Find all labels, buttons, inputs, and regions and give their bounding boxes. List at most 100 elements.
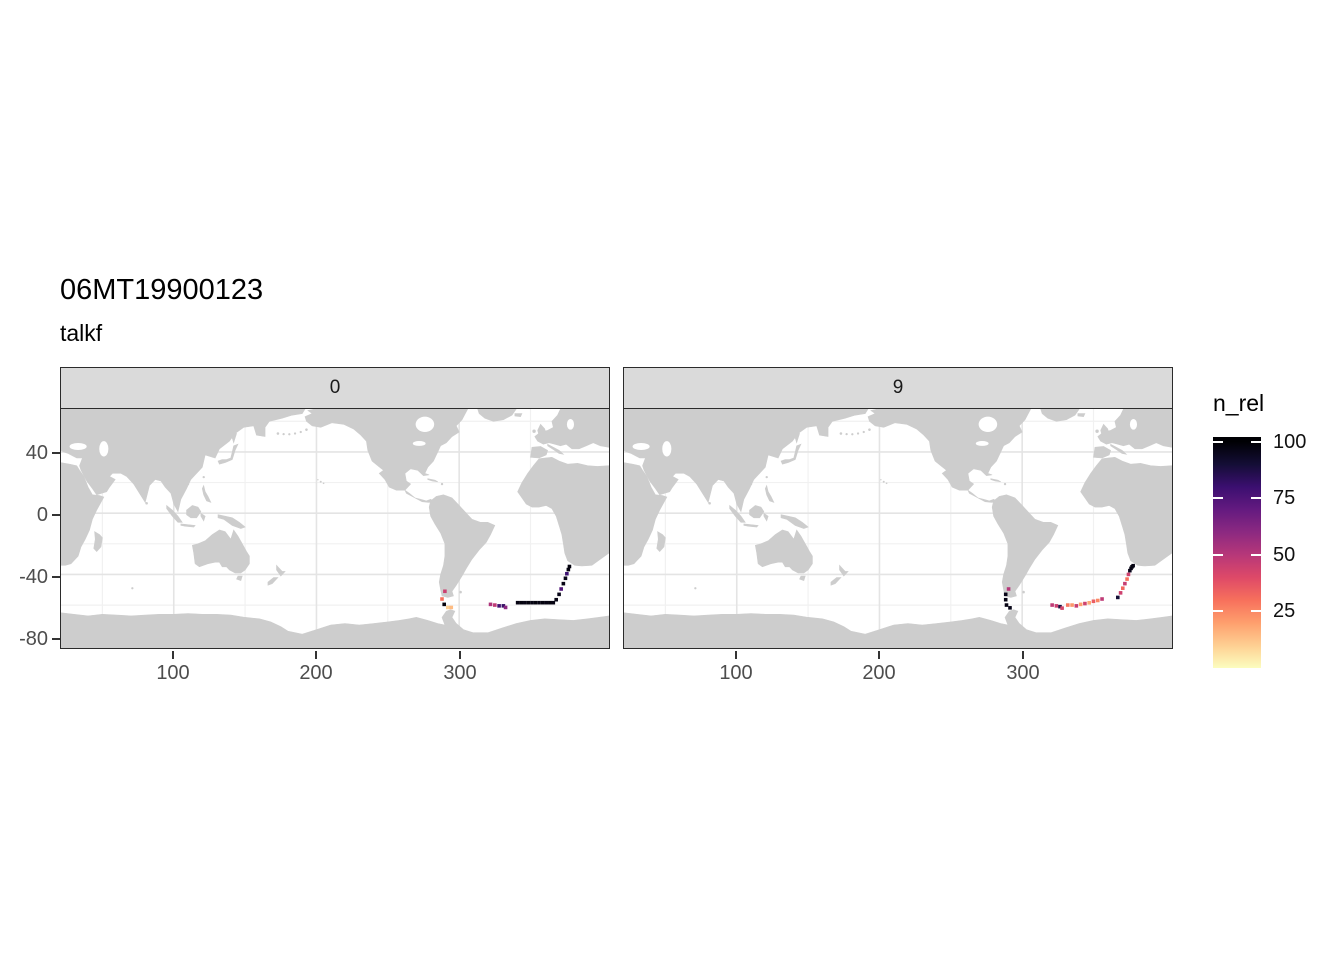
world-map-0 [61, 409, 609, 648]
landmass [1080, 456, 1172, 567]
station-point [449, 605, 454, 610]
station-point [533, 600, 538, 605]
landmass [200, 512, 206, 522]
station-point [544, 600, 549, 605]
inland-sea [978, 416, 998, 432]
landmass [624, 462, 668, 566]
island [839, 432, 843, 435]
landmass [794, 429, 800, 444]
landmass [61, 462, 105, 566]
island [145, 501, 148, 505]
legend-tick-label: 100 [1273, 431, 1307, 453]
facet-1: 9 [623, 367, 1173, 649]
landmass [764, 484, 775, 503]
landmass [1100, 423, 1110, 437]
island [288, 433, 291, 436]
facet-strip-0: 0 [60, 367, 610, 409]
station-point [1131, 563, 1135, 568]
island [131, 587, 134, 590]
legend-tick-label: 25 [1273, 600, 1296, 622]
landmass [780, 514, 809, 529]
island [276, 432, 280, 435]
landmass [231, 429, 237, 444]
station-point [1003, 592, 1008, 597]
station-point [551, 600, 556, 605]
landmass [729, 504, 746, 523]
colorbar-tick [1213, 441, 1223, 443]
station-point [503, 605, 508, 610]
landmass [754, 529, 813, 574]
island [851, 433, 854, 436]
station-point [559, 587, 563, 591]
landmass [267, 577, 279, 586]
station-point [561, 581, 566, 586]
station-point [1070, 603, 1074, 607]
inland-sea [415, 416, 435, 432]
landmass [530, 446, 548, 459]
station-point [442, 602, 446, 607]
station-point [1095, 598, 1100, 603]
inland-sea [1129, 418, 1138, 430]
station-point [1006, 587, 1011, 591]
station-point [1003, 597, 1008, 602]
facet-panel-0 [60, 408, 610, 649]
landmass [61, 609, 609, 648]
x-tick-mark [1022, 651, 1024, 659]
island [459, 590, 462, 594]
landmass [743, 523, 759, 528]
landmass [537, 423, 547, 437]
station-point [1125, 577, 1129, 581]
landmass [624, 409, 869, 513]
facet-0: 0 [60, 367, 610, 649]
island [282, 432, 285, 436]
y-tick-label: 0 [36, 504, 48, 526]
x-tick-mark [878, 651, 880, 659]
island [532, 429, 536, 433]
landmass [624, 609, 1172, 648]
landmass [830, 577, 842, 586]
station-point [1083, 601, 1087, 606]
island [186, 482, 190, 486]
y-tick-label: -80 [19, 628, 48, 650]
station-point [526, 600, 531, 605]
island [293, 432, 297, 435]
landmass [180, 523, 196, 528]
facet-panel-9 [623, 408, 1173, 649]
station-point [565, 571, 569, 576]
x-tick-mark [459, 651, 461, 659]
x-tick-mark [172, 651, 174, 659]
landmass [991, 494, 1059, 598]
colorbar-tick [1251, 554, 1261, 556]
landmass [428, 494, 496, 598]
x-tick-label: 200 [862, 662, 896, 684]
landmass [1093, 446, 1111, 459]
landmass [93, 531, 103, 552]
station-point [1091, 599, 1096, 604]
station-point [537, 600, 541, 605]
island [885, 482, 888, 485]
island [694, 587, 697, 590]
station-point [1004, 603, 1009, 607]
island [882, 480, 885, 483]
inland-sea [662, 441, 672, 457]
landmass [276, 564, 286, 577]
y-tick-mark [52, 638, 60, 640]
island [880, 479, 882, 481]
island [1022, 590, 1025, 594]
world-map-9 [624, 409, 1172, 648]
colorbar-tick [1213, 497, 1223, 499]
station-point [1118, 591, 1123, 595]
landmass [799, 575, 806, 581]
station-point [1123, 581, 1127, 586]
landmass [763, 512, 769, 522]
island [440, 482, 444, 486]
station-point [1050, 603, 1054, 607]
x-tick-label: 200 [299, 662, 333, 684]
plot-subtitle: talkf [60, 320, 103, 346]
station-point [557, 592, 561, 597]
island [202, 476, 205, 479]
inland-sea [99, 441, 109, 457]
y-tick-mark [52, 514, 60, 516]
landmass [749, 505, 765, 519]
legend-tick-label: 75 [1273, 487, 1296, 509]
